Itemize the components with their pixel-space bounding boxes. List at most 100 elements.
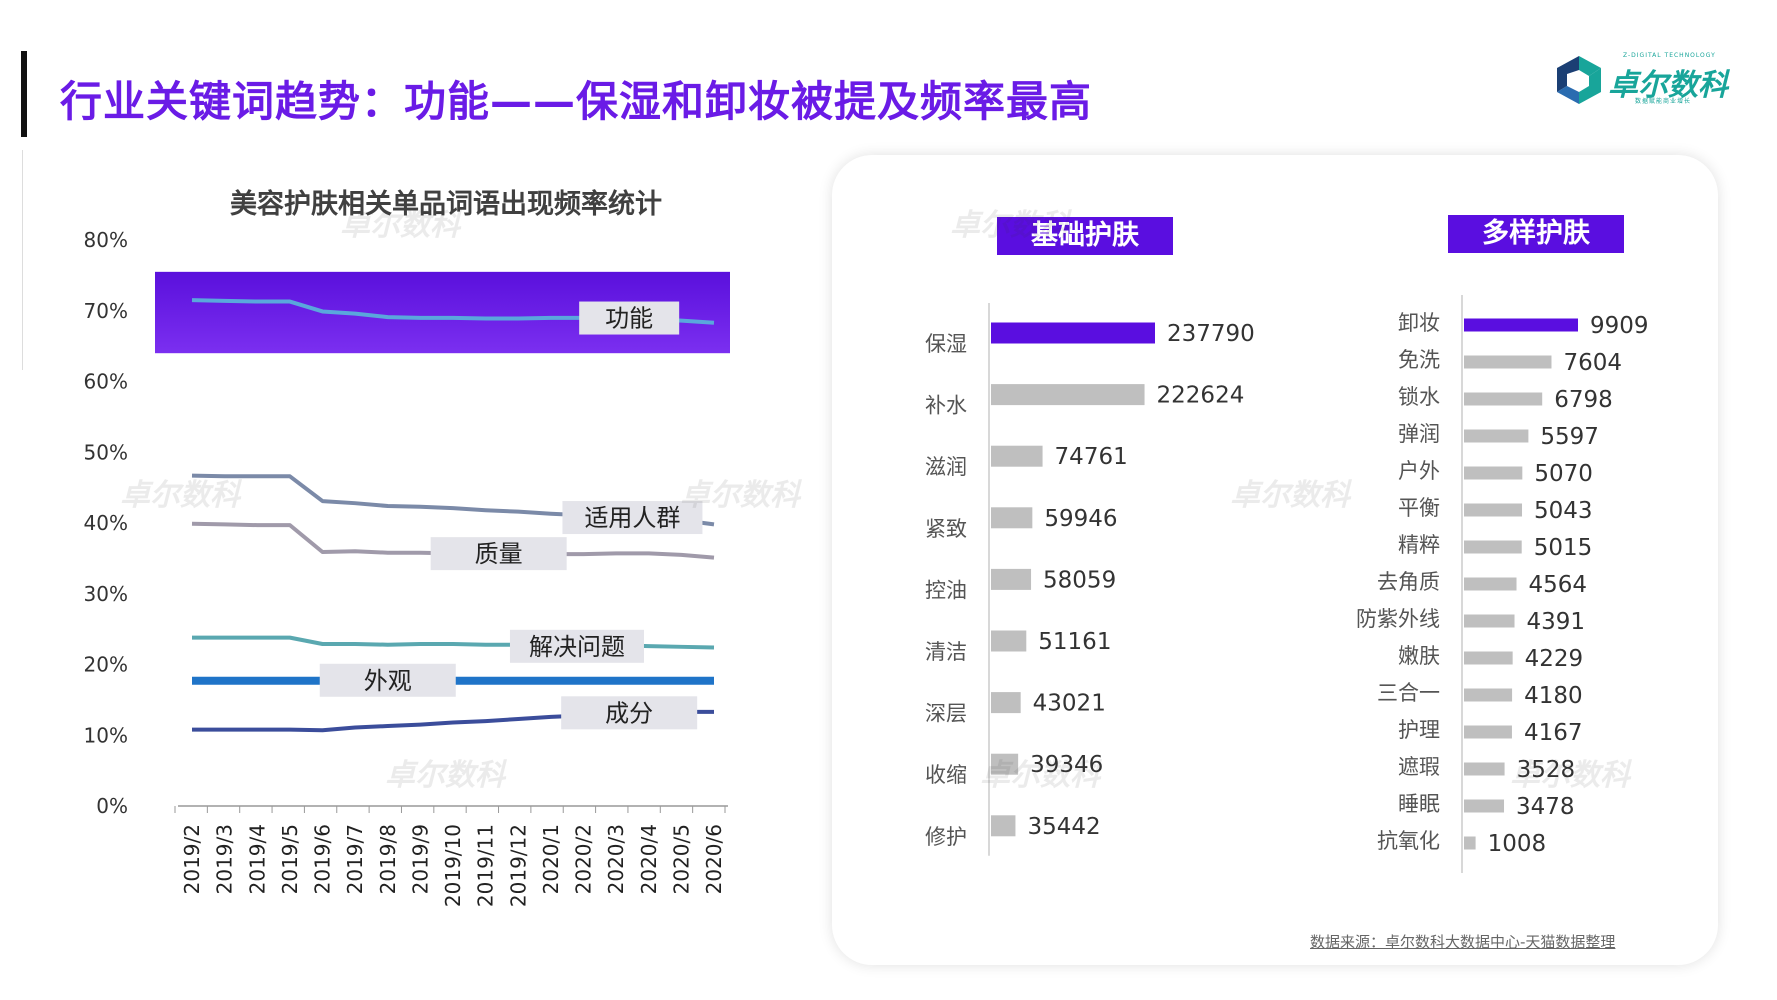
diverse-value-label: 4167 (1524, 720, 1583, 746)
diverse-value-label: 5015 (1534, 535, 1593, 561)
x-tick-label: 2020/1 (539, 824, 563, 894)
x-tick-label: 2020/3 (604, 824, 628, 894)
series-label-box (561, 696, 698, 730)
diverse-value-label: 5597 (1540, 424, 1599, 450)
diverse-category-label: 防紫外线 (1356, 607, 1440, 631)
x-tick-label: 2020/5 (669, 824, 693, 894)
series-label: 解决问题 (529, 633, 625, 661)
x-tick-label: 2019/9 (408, 824, 432, 894)
line-chart-plot: 0% 10% 20% 30% 40% 50% 60% 70% 80% 2019/2 2019/3 20… (84, 228, 730, 907)
diverse-category-label: 睡眠 (1398, 792, 1440, 816)
x-tick-label: 2019/7 (343, 824, 367, 894)
diverse-bar (1464, 466, 1523, 480)
diverse-category-label: 嫩肤 (1398, 644, 1440, 668)
basic-bar (991, 507, 1033, 529)
diverse-bar (1464, 799, 1505, 813)
diverse-category-label: 锁水 (1398, 385, 1440, 409)
title-accent-bar (21, 51, 27, 137)
basic-category-label: 保湿 (925, 332, 967, 356)
logo-tagline-bottom: 数据赋能商业增长 (1635, 98, 1692, 105)
basic-value-label: 59946 (1044, 506, 1117, 532)
diverse-category-label: 平衡 (1398, 496, 1440, 520)
x-tick-label: 2019/11 (474, 824, 498, 907)
diverse-category-label: 弹润 (1398, 422, 1440, 446)
logo-text: 卓尔数科 (1608, 68, 1728, 103)
series-label-box (509, 629, 644, 663)
diverse-category-label: 卸妆 (1398, 311, 1440, 335)
y-tick-label: 30% (84, 582, 128, 606)
diverse-bar (1464, 688, 1513, 702)
diverse-value-label: 7604 (1563, 350, 1622, 376)
basic-value-label: 237790 (1167, 321, 1255, 347)
data-source-note: 数据来源：卓尔数科大数据中心-天猫数据整理 (1310, 933, 1616, 951)
series-label-box (430, 537, 567, 571)
y-tick-label: 0% (96, 794, 128, 818)
bar-charts-plot: 保湿 237790 补水 222624 滋润 74761 紧致 59946 控油 58059 清洁 5… (925, 295, 1649, 873)
diverse-value-label: 1008 (1488, 831, 1547, 857)
diverse-bar (1464, 651, 1513, 665)
basic-value-label: 43021 (1033, 691, 1106, 717)
diverse-value-label: 5043 (1534, 498, 1593, 524)
basic-bar (991, 692, 1021, 714)
basic-bar (991, 568, 1032, 590)
y-tick-label: 50% (84, 440, 128, 464)
diverse-category-label: 免洗 (1398, 348, 1440, 372)
basic-bar (991, 815, 1016, 837)
series-label-box (562, 501, 703, 535)
diverse-category-label: 去角质 (1377, 570, 1440, 594)
basic-category-label: 控油 (925, 578, 967, 602)
diverse-category-label: 户外 (1398, 459, 1440, 483)
x-tick-label: 2019/10 (441, 824, 465, 907)
y-tick-label: 70% (84, 299, 128, 323)
diverse-bar (1464, 540, 1522, 554)
diverse-value-label: 5070 (1534, 461, 1593, 487)
series-label: 外观 (364, 667, 412, 695)
diverse-bar (1464, 318, 1578, 332)
basic-value-label: 51161 (1038, 629, 1111, 655)
series-label-box (579, 301, 680, 335)
diverse-bar (1464, 392, 1543, 406)
diverse-bar (1464, 577, 1517, 591)
basic-category-label: 清洁 (925, 640, 967, 664)
diverse-care-title: 多样护肤 (1448, 215, 1624, 253)
basic-category-label: 修护 (925, 825, 967, 849)
x-tick-label: 2019/3 (213, 824, 237, 894)
series-label: 功能 (605, 305, 653, 333)
x-tick-label: 2019/5 (278, 824, 302, 894)
series-label: 成分 (605, 699, 653, 727)
diverse-category-label: 三合一 (1377, 681, 1440, 705)
x-tick-label: 2019/2 (180, 824, 204, 894)
keyword-bar-panel: 基础护肤 多样护肤 保湿 237790 补水 222624 滋润 74761 紧致 59946… (832, 155, 1718, 965)
series-label-box (319, 663, 456, 697)
diverse-bar (1464, 614, 1515, 628)
basic-value-label: 74761 (1055, 444, 1128, 470)
x-tick-label: 2019/4 (245, 824, 269, 894)
y-tick-label: 10% (84, 723, 128, 747)
logo-mark-icon (1557, 56, 1601, 104)
diverse-value-label: 4391 (1527, 609, 1586, 635)
basic-care-title: 基础护肤 (997, 217, 1173, 255)
basic-category-label: 滋润 (925, 455, 967, 479)
x-tick-label: 2020/2 (572, 824, 596, 894)
y-tick-label: 80% (84, 228, 128, 252)
basic-bar (991, 445, 1043, 467)
basic-category-label: 深层 (925, 702, 967, 726)
basic-value-label: 39346 (1030, 752, 1103, 778)
y-tick-label: 40% (84, 511, 128, 535)
diverse-category-label: 精粹 (1398, 533, 1440, 557)
x-tick-label: 2019/12 (506, 824, 530, 907)
basic-bar (991, 753, 1019, 775)
y-tick-label: 20% (84, 653, 128, 677)
diverse-category-label: 抗氧化 (1377, 829, 1440, 853)
basic-value-label: 35442 (1027, 814, 1100, 840)
basic-category-label: 收缩 (925, 763, 967, 787)
basic-category-label: 补水 (925, 394, 967, 418)
y-tick-label: 60% (84, 370, 128, 394)
x-tick-label: 2020/6 (702, 824, 726, 894)
brand-logo: Z-DIGITAL TECHNOLOGY 卓尔数科 数据赋能商业增长 (1555, 52, 1730, 112)
diverse-value-label: 6798 (1554, 387, 1613, 413)
line-chart-title: 美容护肤相关单品词语出现频率统计 (230, 189, 662, 220)
diverse-bar (1464, 725, 1512, 739)
logo-tagline-top: Z-DIGITAL TECHNOLOGY (1623, 52, 1716, 59)
x-tick-label: 2020/4 (637, 824, 661, 894)
